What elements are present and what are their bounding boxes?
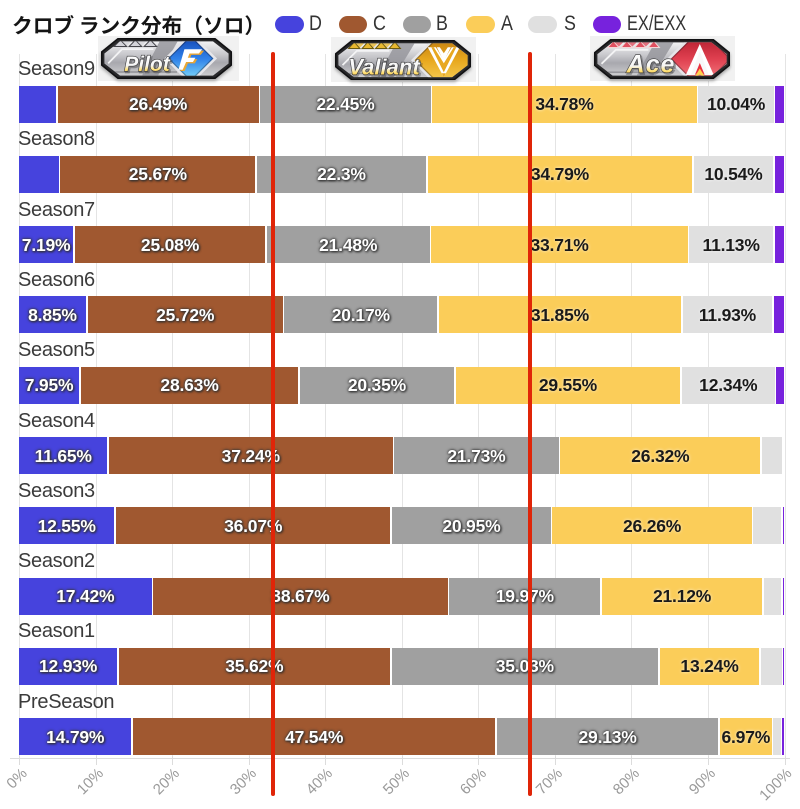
svg-text:Ace: Ace <box>626 51 676 79</box>
svg-text:Pilot: Pilot <box>124 53 171 76</box>
svg-text:Pilot: Pilot <box>126 54 173 77</box>
svg-text:Valiant: Valiant <box>350 55 423 80</box>
svg-text:Valiant: Valiant <box>348 54 421 79</box>
svg-text:Ace: Ace <box>627 52 677 79</box>
